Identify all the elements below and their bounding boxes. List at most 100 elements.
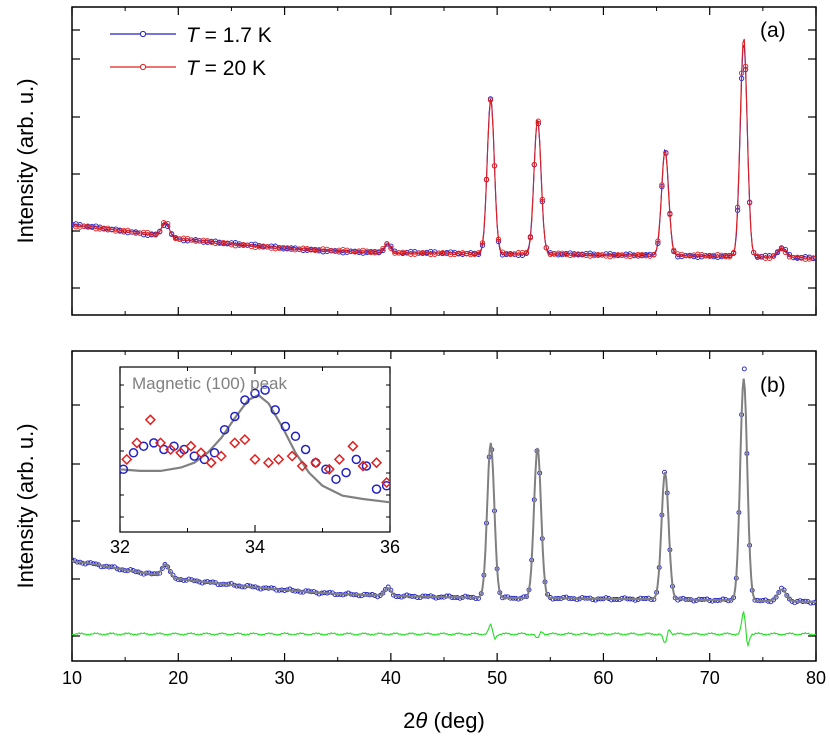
inset-blue-point — [351, 454, 362, 465]
inset-red-point — [154, 437, 167, 449]
series-20K-point — [475, 250, 482, 256]
legend-entry-1.7K: T = 1.7 K — [110, 24, 272, 47]
inset-blue-point — [361, 461, 372, 471]
series-20K-point — [479, 240, 486, 246]
observed-point — [380, 590, 386, 596]
series-20K-point — [671, 247, 677, 253]
inset-red-point — [131, 437, 143, 449]
series-20K-point — [157, 228, 163, 234]
observed-point — [383, 586, 388, 592]
legend-label-20K: T = 20 K — [186, 57, 266, 80]
series-20K-point — [483, 176, 490, 182]
panel-a-frame — [71, 6, 817, 316]
inset-red-point — [357, 460, 369, 472]
series-20K-point — [388, 245, 394, 251]
inset-red-point — [333, 453, 345, 465]
inset-red-point — [370, 457, 383, 469]
series-20K-point — [738, 70, 745, 76]
series-20K-point — [153, 232, 159, 238]
observed-point — [72, 557, 75, 563]
x-tick-label: 10 — [62, 668, 82, 688]
x-tick-label: 60 — [593, 668, 613, 688]
panel-b-data — [72, 366, 816, 648]
observed-point — [776, 589, 782, 595]
series-20K-point — [746, 200, 753, 206]
inset-blue-point — [138, 441, 149, 451]
series-20K-point — [655, 238, 661, 244]
series-20K-point — [810, 255, 816, 261]
inset-blue-point — [240, 395, 250, 405]
inset-red-point — [165, 443, 177, 456]
series-20K-point — [778, 246, 785, 252]
panel-a: (a) T = 1.7 K T = 20 K Intensity (arb. u… — [13, 6, 817, 316]
y-axis-label-bottom: Intensity (arb. u.) — [13, 423, 38, 588]
inset-frame — [119, 366, 391, 533]
series-20K-point — [539, 196, 545, 203]
panel-a-label: (a) — [760, 19, 786, 42]
series-20K-point — [766, 255, 773, 261]
inset-red-point — [262, 457, 275, 469]
inset-blue-point — [381, 481, 390, 491]
x-tick-label: 30 — [275, 668, 295, 688]
series-20K-point — [495, 236, 502, 242]
series-20K-point — [726, 254, 733, 260]
inset-red-point — [185, 440, 197, 452]
inset-blue-point — [230, 411, 240, 422]
legend: T = 1.7 K T = 20 K — [110, 24, 272, 80]
inset-blue-point — [290, 431, 301, 442]
series-20K-point — [165, 220, 171, 227]
inset-red-point — [286, 450, 298, 462]
series-20K-point — [384, 241, 390, 247]
inset-blue-point — [189, 451, 200, 461]
inset-blue-point — [371, 484, 382, 494]
series-20K-point — [535, 118, 541, 124]
series-20K-point — [663, 150, 669, 156]
series-20K-point — [651, 251, 657, 258]
panel-a-data — [72, 38, 816, 262]
series-20K-point — [380, 245, 386, 252]
series-20K-point — [742, 63, 749, 69]
inset-red-point — [121, 453, 133, 465]
series-20K-point — [192, 238, 199, 244]
inset-red-point — [229, 437, 241, 449]
x-tick-label: 20 — [168, 668, 188, 688]
series-20K-point — [667, 211, 673, 218]
panel-a-ticks — [71, 7, 817, 315]
observed-point — [523, 594, 529, 600]
legend-entry-20K: T = 20 K — [110, 57, 266, 80]
inset-blue-point — [270, 405, 280, 415]
inset-blue-point — [331, 474, 341, 484]
x-tick-label: 50 — [487, 668, 507, 688]
inset-blue-point — [128, 448, 139, 458]
series-20K-point — [659, 182, 665, 188]
series-1p7K-line — [72, 43, 816, 261]
inset-red-point — [175, 447, 187, 459]
inset-red-point — [205, 457, 217, 469]
inset-x-tick-label: 32 — [110, 537, 130, 557]
inset-blue-point — [149, 438, 159, 448]
legend-label-1.7K: T = 1.7 K — [186, 24, 272, 47]
series-20K-point — [543, 245, 549, 251]
series-20K-point — [782, 249, 789, 256]
series-20K-line — [72, 38, 816, 260]
series-20K-point — [491, 163, 498, 169]
inset-blue-point — [159, 444, 169, 455]
inset-x-tick-label: 36 — [380, 537, 400, 557]
inset-blue-point — [250, 388, 260, 399]
x-tick-label: 40 — [381, 668, 401, 688]
inset-red-point — [195, 447, 207, 459]
inset-blue-point — [219, 424, 230, 435]
panel-b: 10 20 30 40 50 60 70 80 (b) Intensity (arb. u.)… — [13, 350, 826, 733]
series-20K-point — [774, 249, 781, 255]
observed-point — [741, 366, 747, 372]
observed-point — [786, 596, 792, 602]
inset-red-point — [323, 463, 335, 475]
series-20K-point — [770, 253, 777, 259]
inset-x-tick-label: 34 — [245, 537, 265, 557]
inset-blue-point — [321, 464, 331, 475]
inset-blue-point — [260, 385, 270, 395]
inset-data — [120, 385, 390, 504]
series-20K-point — [555, 250, 561, 256]
inset-title: Magnetic (100) peak — [132, 374, 287, 393]
inset-red-point — [215, 450, 227, 462]
